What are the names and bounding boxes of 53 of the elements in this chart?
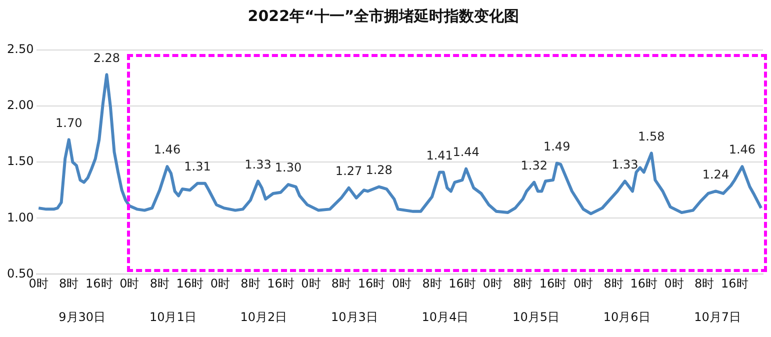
x-tick-label: 8时	[59, 276, 79, 291]
annotation: 1.46	[728, 142, 756, 157]
y-tick-label: 1.50	[7, 154, 34, 168]
x-tick-label: 0时	[120, 276, 140, 291]
x-tick-label: 8时	[604, 276, 624, 291]
x-tick-label: 0时	[482, 276, 502, 291]
annotation: 1.44	[452, 144, 480, 159]
x-tick-label: 16时	[630, 276, 658, 291]
annotation: 1.58	[638, 129, 665, 144]
x2-tick-label: 10月1日	[149, 310, 196, 324]
annotation: 1.27	[335, 164, 362, 178]
x2-tick-label: 10月2日	[240, 310, 288, 324]
annotation: 1.28	[366, 162, 392, 177]
x-tick-label: 16时	[448, 276, 476, 291]
x-tick-label: 0时	[301, 276, 321, 291]
x-tick-label: 0时	[664, 276, 684, 291]
annotation: 1.70	[56, 116, 82, 130]
x-tick-label: 8时	[422, 276, 442, 291]
x2-tick-label: 10月6日	[603, 310, 650, 324]
y-tick-label: 2.50	[7, 42, 34, 56]
y-tick-label: 1.00	[7, 210, 34, 224]
annotation: 1.49	[543, 139, 570, 154]
annotation: 1.24	[702, 167, 730, 182]
x-tick-label: 0时	[392, 276, 412, 291]
x-tick-label: 16时	[176, 276, 204, 291]
x-tick-label: 16时	[720, 276, 748, 291]
x-tick-label: 8时	[331, 276, 352, 291]
x-tick-label: 8时	[240, 276, 260, 291]
x2-tick-label: 10月4日	[422, 310, 469, 324]
chart-title: 2022年“十一”全市拥堵延时指数变化图	[248, 6, 520, 25]
x-tick-label: 0时	[574, 276, 594, 291]
x-tick-label: 16时	[539, 276, 567, 291]
x-tick-label: 16时	[358, 276, 386, 291]
annotation: 1.31	[184, 160, 211, 174]
y-tick-label: 2.00	[7, 98, 34, 112]
x-tick-label: 8时	[512, 276, 533, 291]
x2-tick-label: 10月3日	[331, 310, 378, 324]
annotation: 1.33	[612, 157, 638, 172]
x-tick-label: 16时	[267, 276, 294, 291]
annotation: 1.41	[426, 148, 453, 162]
x-tick-label: 8时	[694, 276, 714, 291]
x-tick-label: 0时	[210, 276, 230, 291]
annotation: 1.46	[154, 142, 181, 157]
annotation: 1.33	[244, 157, 272, 172]
annotation: 2.28	[93, 50, 120, 65]
x-tick-label: 0时	[28, 276, 48, 291]
annotation: 1.30	[274, 160, 302, 175]
x-tick-label: 16时	[85, 276, 113, 291]
x-tick-label: 8时	[150, 276, 170, 291]
annotation: 1.32	[520, 158, 548, 172]
x2-tick-label: 10月7日	[694, 310, 742, 324]
x2-tick-label: 10月5日	[512, 310, 560, 324]
x2-tick-label: 9月30日	[58, 310, 106, 324]
